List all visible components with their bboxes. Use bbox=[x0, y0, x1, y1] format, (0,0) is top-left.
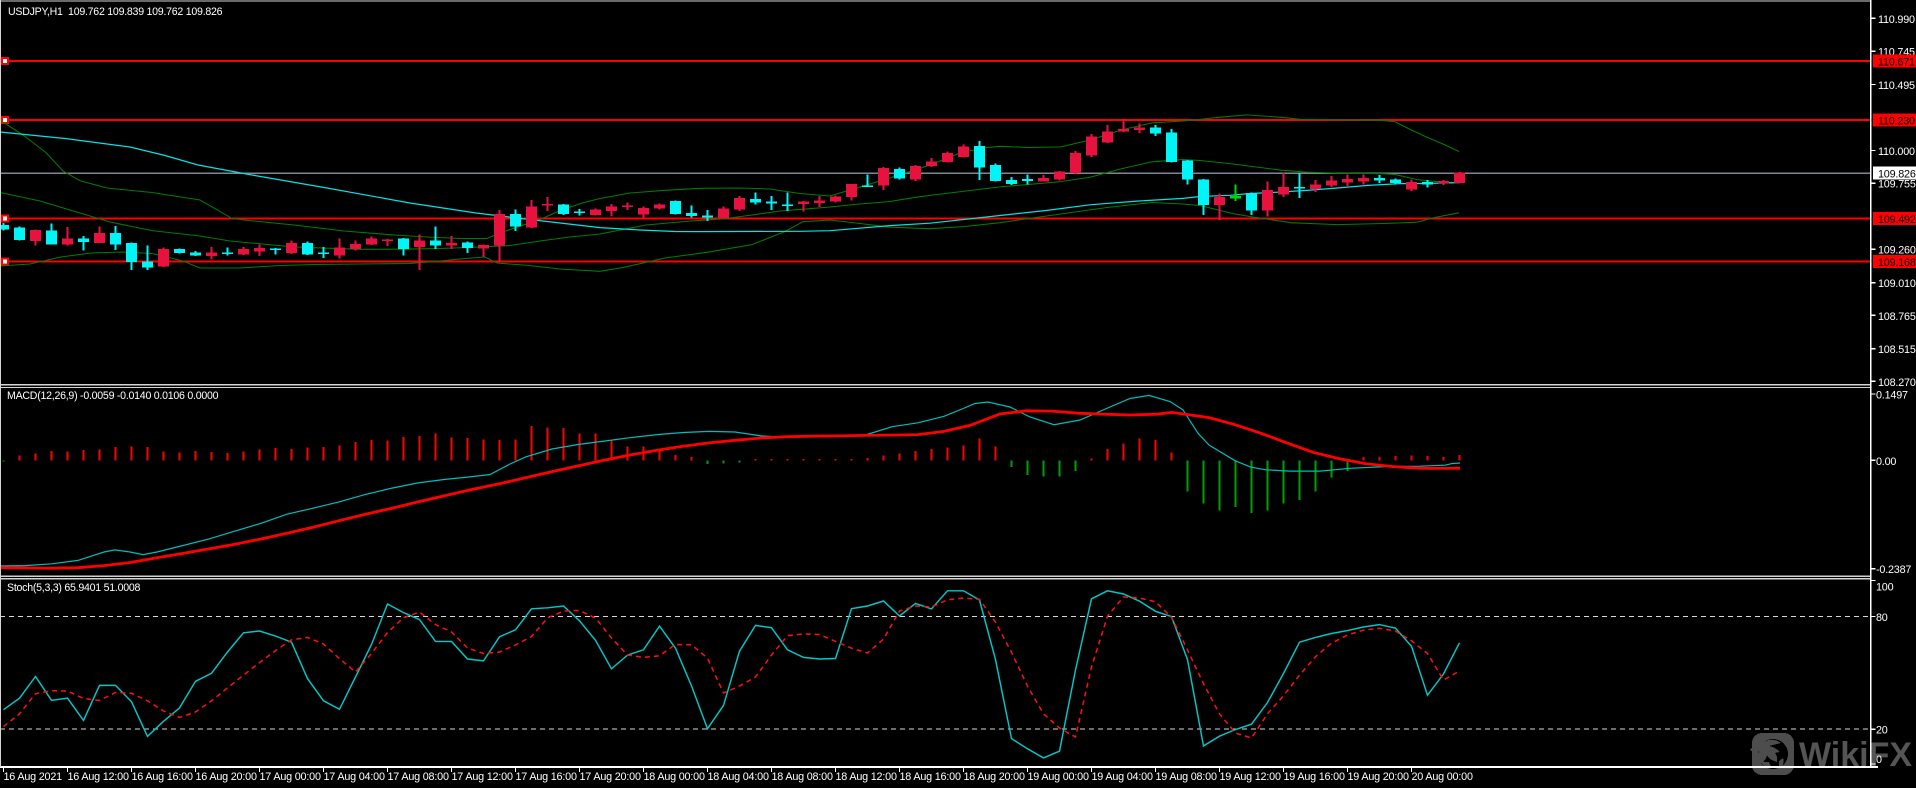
svg-text:108.270: 108.270 bbox=[1878, 377, 1916, 389]
svg-text:108.515: 108.515 bbox=[1878, 344, 1916, 356]
svg-text:19 Aug 08:00: 19 Aug 08:00 bbox=[1156, 771, 1217, 783]
svg-text:18 Aug 16:00: 18 Aug 16:00 bbox=[900, 771, 961, 783]
svg-text:80: 80 bbox=[1876, 612, 1888, 624]
svg-text:18 Aug 12:00: 18 Aug 12:00 bbox=[836, 771, 897, 783]
svg-text:16 Aug 12:00: 16 Aug 12:00 bbox=[68, 771, 129, 783]
svg-text:Stoch(5,3,3) 65.9401 51.0008: Stoch(5,3,3) 65.9401 51.0008 bbox=[7, 582, 141, 594]
svg-text:19 Aug 00:00: 19 Aug 00:00 bbox=[1028, 771, 1089, 783]
svg-text:16 Aug 2021: 16 Aug 2021 bbox=[4, 771, 63, 783]
svg-text:20 Aug 00:00: 20 Aug 00:00 bbox=[1412, 771, 1473, 783]
svg-text:18 Aug 04:00: 18 Aug 04:00 bbox=[708, 771, 769, 783]
svg-text:0.1497: 0.1497 bbox=[1876, 390, 1908, 402]
svg-text:17 Aug 04:00: 17 Aug 04:00 bbox=[324, 771, 385, 783]
svg-text:110.000: 110.000 bbox=[1878, 146, 1915, 158]
svg-text:16 Aug 20:00: 16 Aug 20:00 bbox=[196, 771, 257, 783]
svg-text:0: 0 bbox=[1876, 754, 1882, 766]
svg-text:17 Aug 12:00: 17 Aug 12:00 bbox=[452, 771, 513, 783]
svg-text:109.010: 109.010 bbox=[1878, 278, 1916, 290]
svg-text:-0.2387: -0.2387 bbox=[1876, 564, 1911, 576]
svg-text:18 Aug 20:00: 18 Aug 20:00 bbox=[964, 771, 1025, 783]
svg-text:USDJPY,H1 109.762 109.839 109: USDJPY,H1 109.762 109.839 109.762 109.82… bbox=[8, 6, 223, 18]
svg-text:109.260: 109.260 bbox=[1878, 245, 1916, 257]
svg-text:110.230: 110.230 bbox=[1878, 115, 1915, 127]
svg-text:109.168: 109.168 bbox=[1878, 257, 1916, 269]
svg-text:MACD(12,26,9) -0.0059 -0.0140: MACD(12,26,9) -0.0059 -0.0140 0.0106 0.0… bbox=[7, 390, 219, 402]
svg-text:20: 20 bbox=[1876, 725, 1888, 737]
svg-text:19 Aug 04:00: 19 Aug 04:00 bbox=[1092, 771, 1153, 783]
svg-text:19 Aug 16:00: 19 Aug 16:00 bbox=[1284, 771, 1345, 783]
svg-text:17 Aug 16:00: 17 Aug 16:00 bbox=[516, 771, 577, 783]
svg-text:17 Aug 00:00: 17 Aug 00:00 bbox=[260, 771, 321, 783]
svg-text:19 Aug 12:00: 19 Aug 12:00 bbox=[1220, 771, 1281, 783]
svg-text:0.00: 0.00 bbox=[1876, 456, 1896, 468]
svg-text:18 Aug 08:00: 18 Aug 08:00 bbox=[772, 771, 833, 783]
svg-text:WikiFX: WikiFX bbox=[1799, 736, 1912, 774]
svg-text:109.826: 109.826 bbox=[1878, 169, 1916, 181]
svg-text:17 Aug 20:00: 17 Aug 20:00 bbox=[580, 771, 641, 783]
svg-text:18 Aug 00:00: 18 Aug 00:00 bbox=[644, 771, 705, 783]
svg-text:16 Aug 16:00: 16 Aug 16:00 bbox=[132, 771, 193, 783]
svg-text:110.990: 110.990 bbox=[1878, 14, 1915, 26]
svg-text:19 Aug 20:00: 19 Aug 20:00 bbox=[1348, 771, 1409, 783]
svg-text:110.495: 110.495 bbox=[1878, 80, 1915, 92]
svg-text:100: 100 bbox=[1876, 581, 1894, 593]
svg-text:17 Aug 08:00: 17 Aug 08:00 bbox=[388, 771, 449, 783]
svg-text:109.755: 109.755 bbox=[1878, 179, 1916, 191]
svg-text:109.492: 109.492 bbox=[1878, 214, 1916, 226]
svg-text:110.671: 110.671 bbox=[1878, 57, 1915, 69]
svg-text:108.765: 108.765 bbox=[1878, 311, 1916, 323]
